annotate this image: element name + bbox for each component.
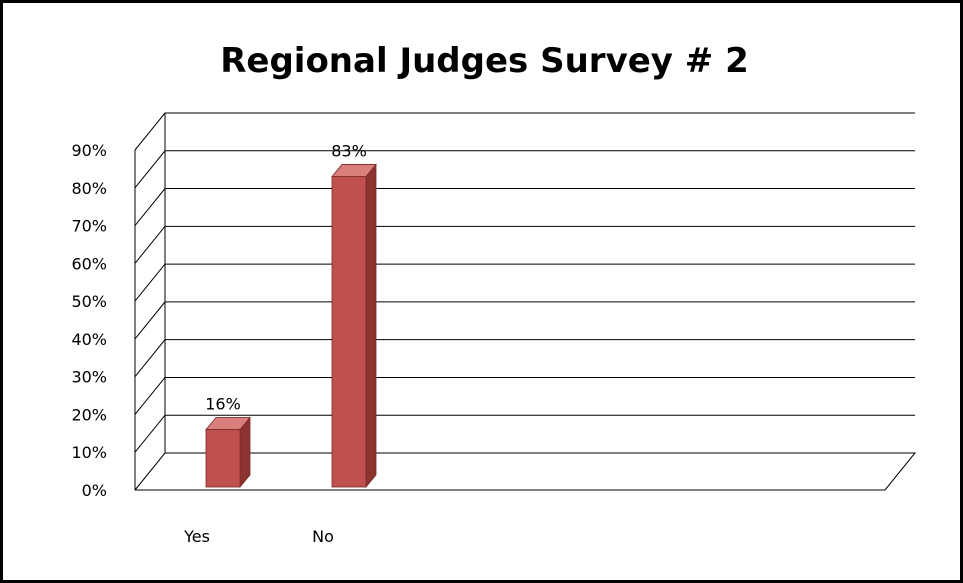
gridline <box>134 301 915 340</box>
y-tick-label: 10% <box>71 443 107 462</box>
category-label: No <box>312 527 334 546</box>
gridline <box>134 263 915 302</box>
data-label: 83% <box>331 141 367 160</box>
floor-line <box>134 452 917 491</box>
gridline <box>134 150 915 189</box>
gridline <box>134 376 915 415</box>
y-tick-label: 30% <box>71 368 107 387</box>
bar-side <box>365 163 377 489</box>
y-tick-label: 70% <box>71 217 107 236</box>
gridline <box>134 188 915 226</box>
y-tick-label: 50% <box>71 292 107 311</box>
y-tick-label: 90% <box>71 141 107 160</box>
gridline <box>134 414 915 453</box>
gridline <box>134 112 915 151</box>
category-label: Yes <box>183 527 210 546</box>
chart-title: Regional Judges Survey # 2 <box>220 41 749 81</box>
y-tick-label: 20% <box>71 405 107 424</box>
y-tick-label: 0% <box>82 481 107 500</box>
gridline <box>134 225 915 264</box>
gridline <box>134 339 915 377</box>
y-tick-label: 60% <box>71 254 107 273</box>
bar <box>205 429 241 488</box>
y-tick-label: 80% <box>71 179 107 198</box>
data-label: 16% <box>205 395 241 414</box>
bar <box>331 176 367 488</box>
y-tick-label: 40% <box>71 330 107 349</box>
